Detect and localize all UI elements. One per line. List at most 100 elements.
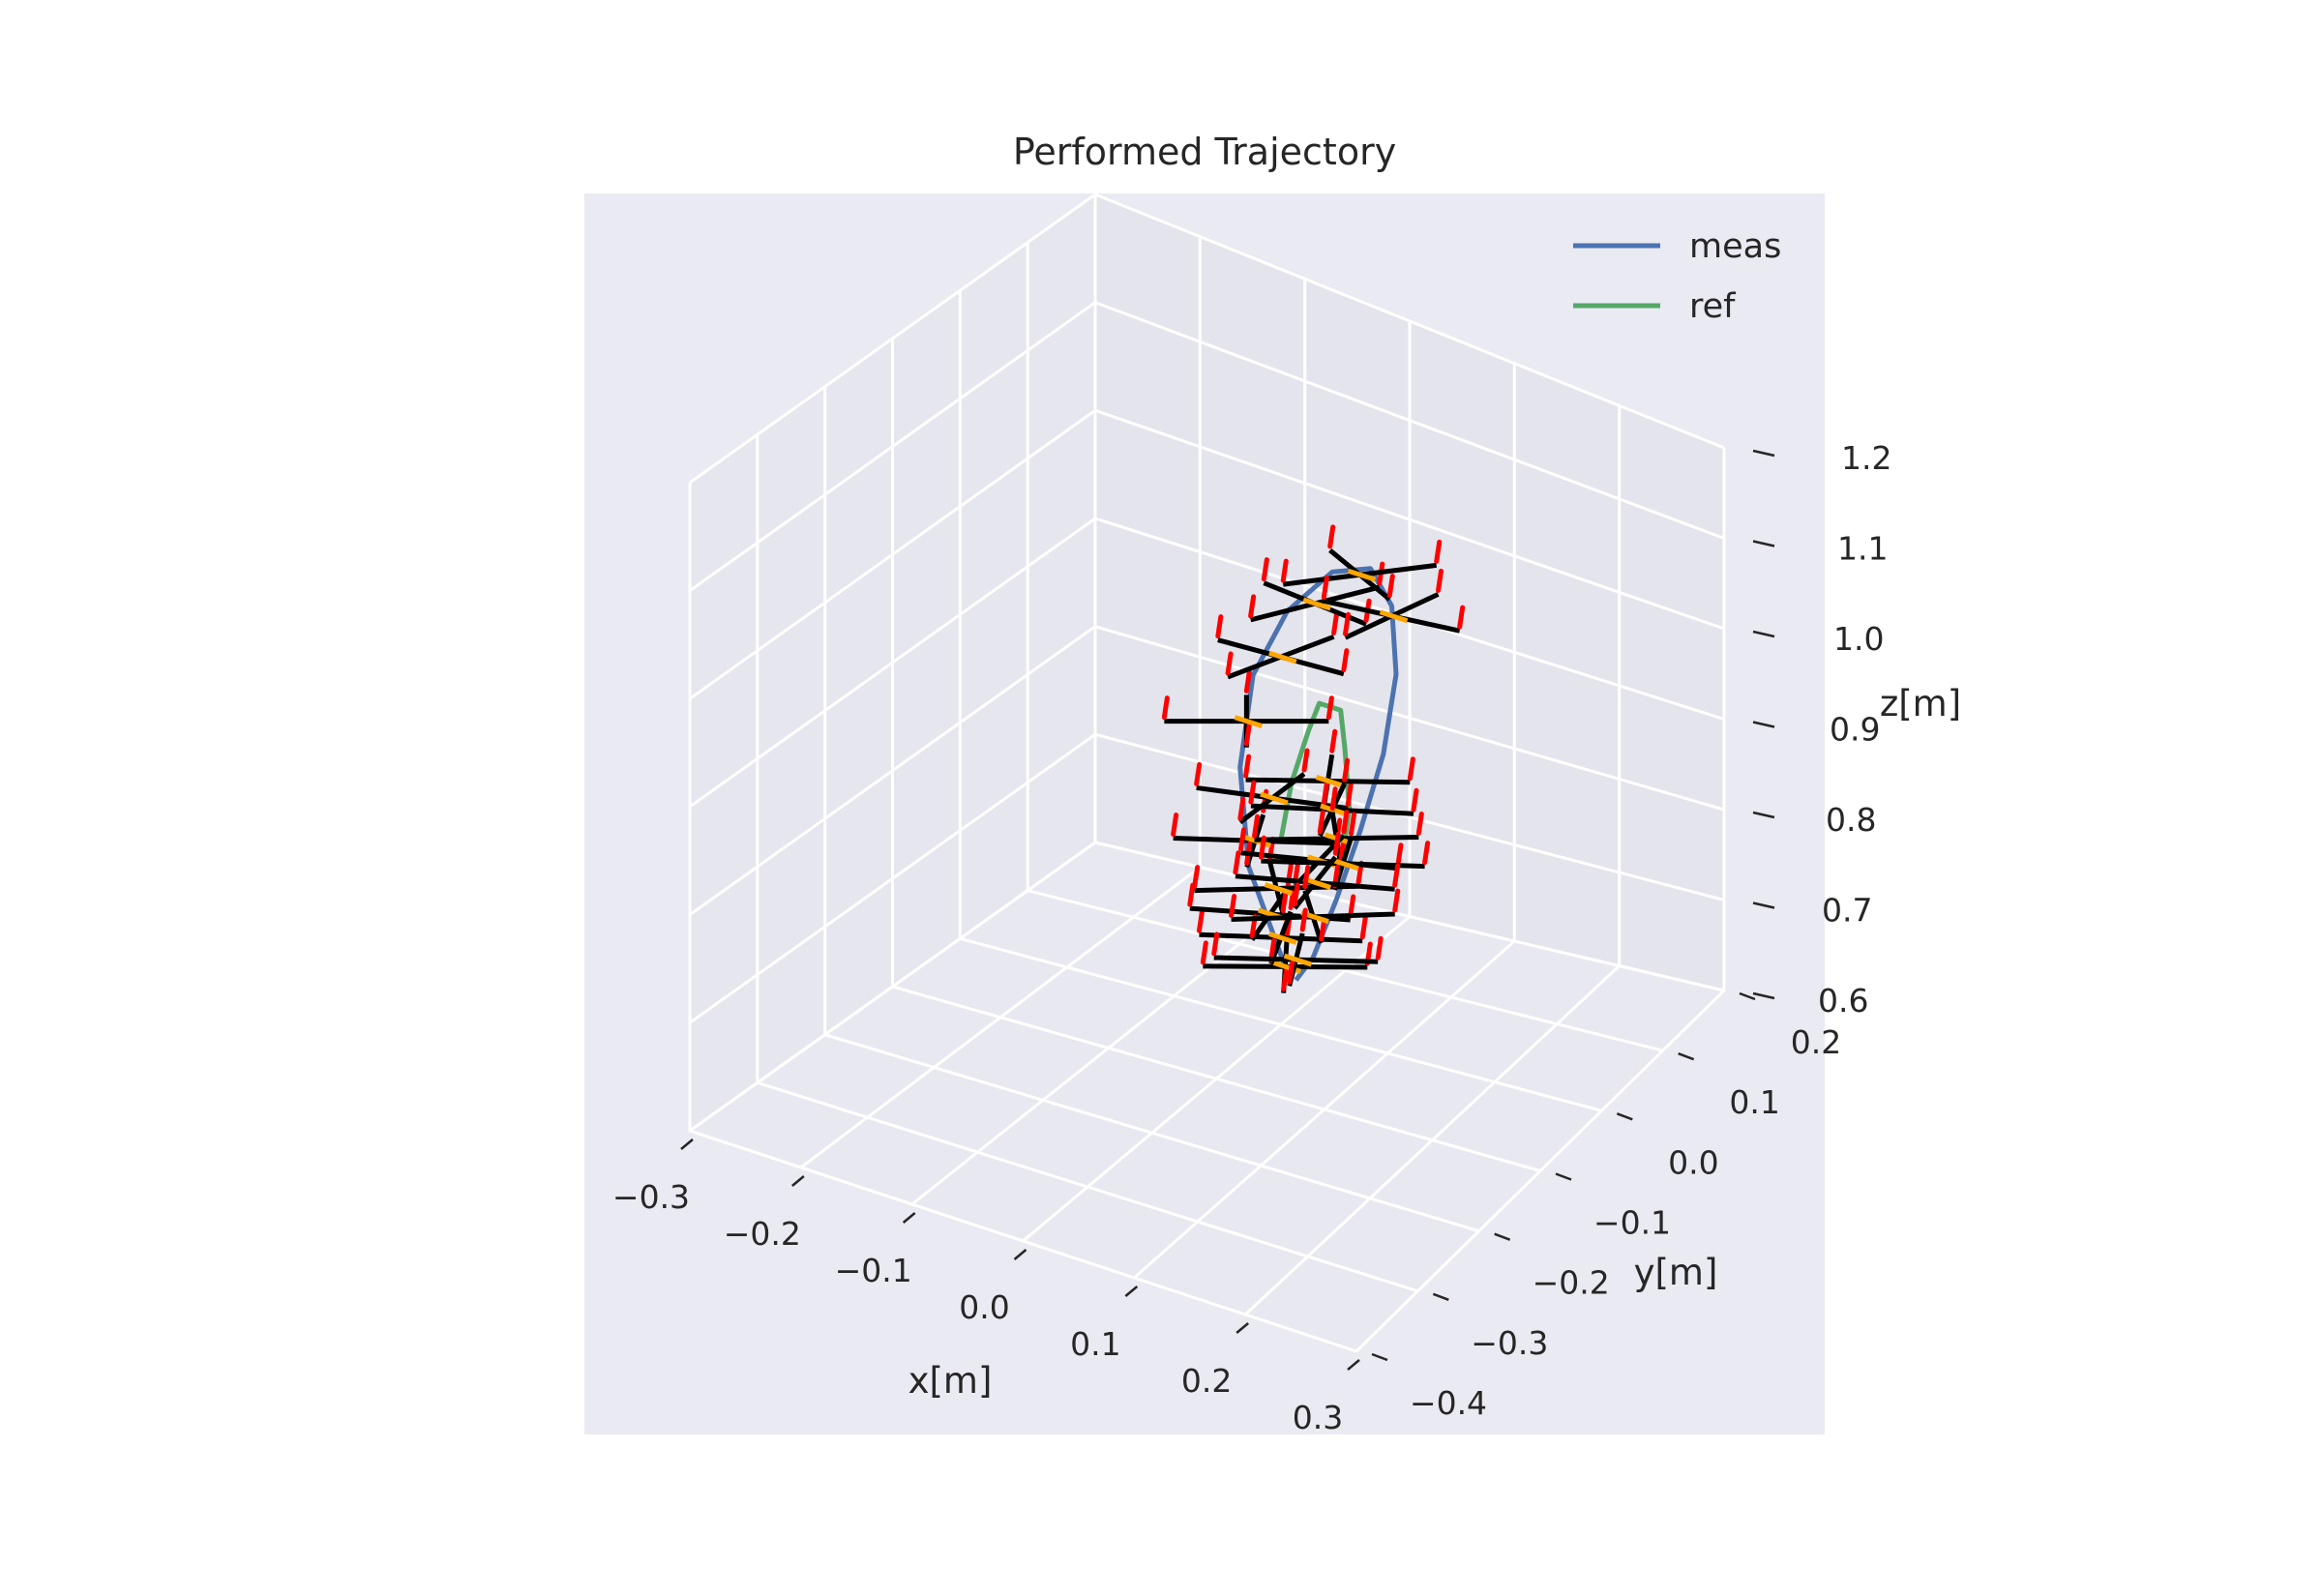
x-tick-label: −0.2 <box>724 1215 801 1253</box>
drone-heading <box>1320 803 1349 817</box>
rotor <box>1288 885 1296 910</box>
rotor <box>1349 812 1357 837</box>
rotor <box>1392 888 1401 913</box>
drone-marker <box>1200 914 1373 993</box>
rotor <box>1280 558 1289 583</box>
rotor <box>1211 931 1220 957</box>
drone-heading <box>1379 609 1409 624</box>
rotor <box>1407 756 1415 782</box>
y-tick <box>1739 991 1756 1001</box>
z-gridline <box>689 517 1725 809</box>
x-tick <box>791 1175 805 1187</box>
rotor <box>1302 865 1311 890</box>
rotor <box>1343 611 1352 636</box>
z-tick <box>1752 901 1775 909</box>
rotor <box>1319 917 1327 942</box>
rotor <box>1325 695 1334 721</box>
rotor <box>1301 748 1310 773</box>
drone-heading <box>1264 882 1294 896</box>
z-tick-label: 0.6 <box>1818 982 1868 1020</box>
rotor <box>1386 574 1395 599</box>
z-tick <box>1752 991 1775 1000</box>
rotor <box>1238 827 1247 852</box>
rotor <box>1299 907 1308 932</box>
y-tick-label: −0.2 <box>1533 1264 1610 1302</box>
drone-markers <box>1161 524 1466 993</box>
rotor <box>1161 695 1170 721</box>
rotor <box>1261 557 1269 582</box>
z-tick <box>1752 721 1775 728</box>
x-tick <box>902 1212 916 1224</box>
rotor <box>1248 780 1257 805</box>
tick-labels: −0.3 −0.2 −0.1 0.0 0.1 0.2 0.3 −0.4 −0.3 −0.2 −0.1… <box>612 439 1892 1436</box>
drone-heading <box>1234 715 1264 728</box>
z-gridline <box>689 625 1725 916</box>
z-tick-label: 0.7 <box>1822 892 1872 930</box>
rotor <box>1329 786 1338 812</box>
z-tick-label: 1.0 <box>1833 620 1884 658</box>
drone-heading <box>1315 775 1345 788</box>
rotor <box>1280 889 1289 914</box>
drone-heading <box>1347 568 1377 582</box>
drone-heading <box>1330 857 1359 872</box>
chart-title: Performed Trajectory <box>1013 131 1396 173</box>
x-tick-label: −0.1 <box>835 1252 912 1289</box>
rotor <box>1327 524 1336 549</box>
x-tick <box>1347 1359 1360 1371</box>
x-tick-label: 0.3 <box>1293 1399 1343 1436</box>
rotor <box>1345 783 1354 808</box>
rotor <box>1375 935 1384 961</box>
rotor <box>1243 722 1252 747</box>
y-tick <box>1371 1352 1388 1362</box>
z-tick <box>1752 449 1775 458</box>
z-tick-label: 1.1 <box>1837 530 1888 568</box>
rotor <box>1192 865 1201 890</box>
rotor <box>1321 575 1329 600</box>
x-axis-label: x[m] <box>908 1360 993 1402</box>
z-axis-label: z[m] <box>1880 683 1961 724</box>
drone-marker <box>1211 907 1384 987</box>
rotor <box>1392 863 1401 888</box>
z-gridline <box>689 192 1725 485</box>
drone-heading <box>1272 961 1302 974</box>
y-tick-label: 0.2 <box>1791 1023 1841 1061</box>
z-gridline <box>689 732 1725 1024</box>
x-tick <box>1235 1322 1249 1334</box>
rotor <box>1342 757 1351 783</box>
tick-marks <box>680 449 1775 1371</box>
rotor <box>1422 841 1431 866</box>
rotor <box>1434 539 1443 564</box>
y-tick-label: 0.0 <box>1668 1143 1718 1181</box>
y-tick-label: −0.4 <box>1410 1384 1487 1422</box>
rotor <box>1331 610 1340 635</box>
rotor <box>1436 568 1444 593</box>
z-tick <box>1752 540 1775 547</box>
drone-marker <box>1243 728 1415 808</box>
rotor <box>1415 811 1424 836</box>
rotor <box>1248 594 1257 619</box>
z-gridline <box>689 301 1725 592</box>
y-tick <box>1616 1112 1633 1121</box>
rotor <box>1200 940 1208 965</box>
x-tick-label: −0.3 <box>612 1178 690 1216</box>
rotor <box>1321 782 1329 807</box>
rotor <box>1215 614 1224 639</box>
rotor <box>1196 908 1205 933</box>
legend: meas ref <box>1573 227 1781 326</box>
y-tick <box>1555 1172 1572 1181</box>
y-axis-label: y[m] <box>1634 1252 1718 1293</box>
y-tick-label: −0.3 <box>1471 1324 1548 1362</box>
rotor <box>1341 810 1350 835</box>
rotor <box>1258 835 1266 860</box>
z-tick-label: 1.2 <box>1841 439 1891 477</box>
rotor <box>1332 831 1341 856</box>
z-tick <box>1752 630 1775 638</box>
rotor <box>1395 842 1404 868</box>
rotor <box>1329 728 1338 754</box>
x-tick <box>680 1138 694 1150</box>
rotor <box>1243 754 1252 779</box>
y-tick <box>1494 1232 1511 1241</box>
rotor <box>1348 894 1356 919</box>
drone-marker <box>1161 668 1334 748</box>
